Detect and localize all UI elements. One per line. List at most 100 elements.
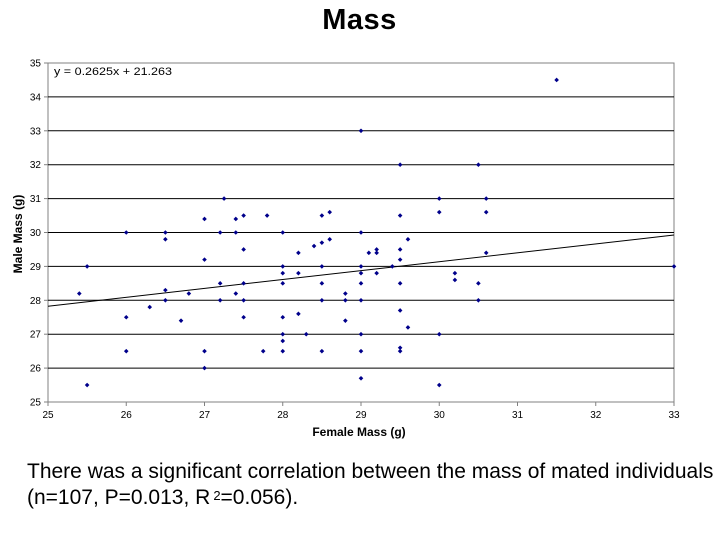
data-point bbox=[397, 257, 403, 262]
tick-label-x-25: 25 bbox=[42, 410, 54, 421]
y-axis-label: Male Mass (g) bbox=[11, 195, 25, 274]
data-point bbox=[436, 196, 442, 201]
data-point bbox=[476, 298, 481, 303]
tick-label-y-28: 28 bbox=[30, 296, 42, 307]
tick-label-x-27: 27 bbox=[199, 410, 211, 421]
data-point bbox=[303, 331, 309, 337]
data-point bbox=[405, 325, 411, 330]
data-point bbox=[319, 264, 325, 269]
data-point bbox=[358, 270, 364, 276]
data-point bbox=[147, 304, 153, 310]
data-point bbox=[264, 213, 270, 218]
data-point bbox=[241, 281, 246, 286]
data-point bbox=[233, 291, 239, 296]
data-point bbox=[397, 213, 403, 218]
x-axis: 25 26 27 28 29 30 31 32 33 bbox=[42, 402, 680, 421]
tick-label-y-33: 33 bbox=[30, 126, 42, 137]
data-point bbox=[280, 264, 286, 269]
data-point bbox=[84, 264, 90, 269]
data-point bbox=[280, 230, 286, 235]
data-point bbox=[202, 257, 207, 262]
data-point bbox=[358, 348, 364, 354]
data-point bbox=[241, 247, 246, 252]
data-point bbox=[163, 287, 168, 293]
data-point bbox=[483, 196, 489, 201]
tick-label-x-26: 26 bbox=[121, 410, 133, 421]
data-point bbox=[671, 264, 677, 269]
data-point bbox=[397, 247, 403, 252]
data-point bbox=[374, 250, 379, 256]
data-point bbox=[163, 298, 168, 303]
data-point bbox=[202, 348, 207, 354]
caption-text: There was a significant correlation betw… bbox=[27, 460, 714, 509]
trendline bbox=[47, 234, 675, 307]
y-axis: 25 26 27 28 29 30 31 32 33 34 35 bbox=[30, 59, 48, 409]
data-point bbox=[319, 348, 325, 354]
data-point bbox=[358, 264, 364, 269]
data-point bbox=[241, 298, 246, 303]
data-points bbox=[77, 77, 677, 388]
data-point bbox=[436, 209, 442, 215]
data-point bbox=[241, 314, 246, 320]
tick-label-y-25: 25 bbox=[30, 398, 42, 409]
data-point bbox=[397, 308, 403, 313]
x-axis-label: Female Mass (g) bbox=[312, 425, 405, 439]
data-point bbox=[436, 331, 442, 337]
data-point bbox=[358, 298, 364, 303]
data-point bbox=[397, 162, 403, 167]
data-point bbox=[397, 345, 403, 351]
data-point bbox=[280, 314, 286, 320]
data-point bbox=[405, 236, 411, 242]
data-point bbox=[358, 281, 364, 286]
data-point bbox=[202, 216, 207, 222]
data-point bbox=[311, 243, 317, 249]
data-point bbox=[280, 281, 286, 286]
data-point bbox=[483, 250, 489, 256]
tick-label-y-30: 30 bbox=[30, 228, 42, 239]
data-point bbox=[163, 236, 168, 242]
data-point bbox=[319, 281, 325, 286]
data-point bbox=[296, 311, 301, 317]
data-point bbox=[84, 382, 90, 388]
data-point bbox=[358, 331, 364, 337]
data-point bbox=[374, 247, 379, 252]
tick-label-x-30: 30 bbox=[434, 410, 446, 421]
data-point bbox=[319, 240, 325, 245]
data-point bbox=[358, 128, 364, 134]
data-point bbox=[327, 236, 332, 242]
data-point bbox=[366, 250, 372, 256]
data-point bbox=[327, 209, 332, 215]
data-point bbox=[163, 230, 168, 235]
caption-superscript: 2 bbox=[213, 488, 221, 503]
data-point bbox=[452, 277, 458, 283]
tick-label-y-32: 32 bbox=[30, 160, 42, 171]
data-point bbox=[217, 281, 223, 286]
data-point bbox=[296, 270, 301, 276]
data-point bbox=[390, 264, 395, 269]
caption: There was a significant correlation betw… bbox=[27, 459, 717, 511]
data-point bbox=[483, 209, 489, 215]
data-point bbox=[554, 77, 559, 83]
data-point bbox=[123, 348, 129, 354]
tick-label-x-32: 32 bbox=[590, 410, 602, 421]
tick-label-y-29: 29 bbox=[30, 262, 42, 273]
chart-title: Mass bbox=[322, 4, 397, 36]
data-point bbox=[436, 382, 442, 388]
data-point bbox=[123, 314, 129, 320]
tick-label-x-28: 28 bbox=[277, 410, 289, 421]
data-point bbox=[476, 162, 481, 167]
data-point bbox=[358, 230, 364, 235]
data-point bbox=[358, 375, 364, 381]
data-point bbox=[280, 331, 286, 337]
data-point bbox=[280, 270, 286, 276]
tick-label-y-34: 34 bbox=[30, 92, 42, 103]
data-point bbox=[343, 291, 348, 296]
tick-label-x-31: 31 bbox=[512, 410, 524, 421]
tick-label-y-35: 35 bbox=[30, 59, 42, 70]
data-point bbox=[374, 270, 379, 276]
scatter-chart: 25 26 27 28 29 30 31 32 33 25 26 27 28 29 30 31 32 33 34 3… bbox=[11, 59, 680, 440]
trendline-equation: y = 0.2625x + 21.263 bbox=[54, 66, 172, 78]
data-point bbox=[77, 291, 82, 296]
data-point bbox=[319, 298, 325, 303]
data-point bbox=[241, 213, 246, 218]
